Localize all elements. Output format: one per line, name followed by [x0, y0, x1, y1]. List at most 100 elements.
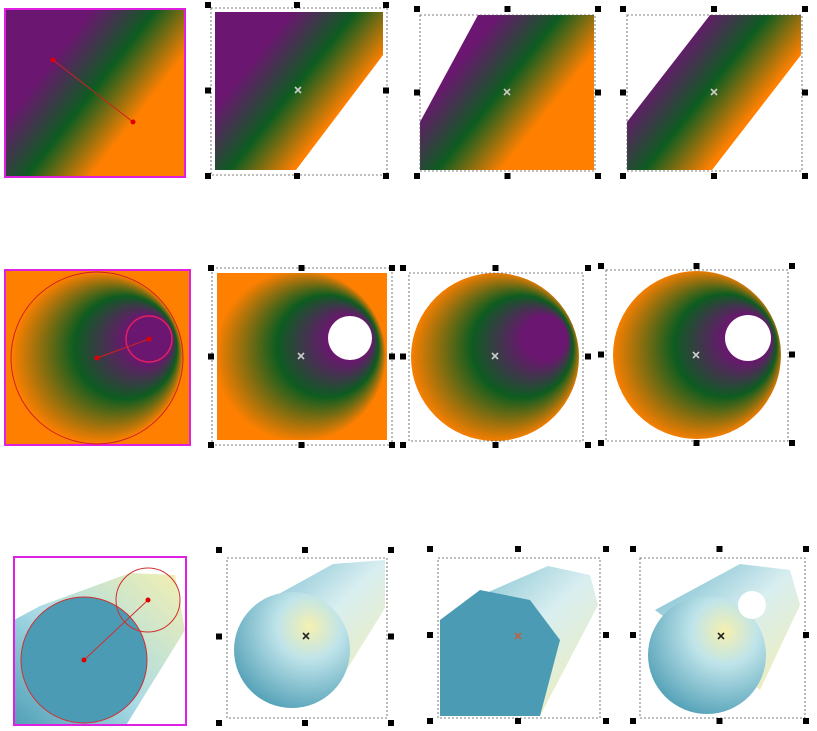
shape [130, 119, 136, 125]
selection-handle [504, 6, 511, 12]
selection-handle [585, 353, 591, 360]
center-marker [491, 352, 499, 360]
selection-handle [620, 173, 626, 179]
selection-handle [298, 442, 305, 448]
selection-handle [595, 173, 601, 179]
selection-handle [383, 2, 389, 8]
selection-handle [504, 173, 511, 179]
selection-handle [716, 718, 723, 724]
selection-handle [630, 718, 636, 724]
center-marker [514, 632, 522, 640]
center-marker [710, 88, 718, 96]
selection-handle [302, 547, 308, 553]
selection-handle [802, 173, 808, 179]
shape [13, 556, 187, 726]
center-marker [302, 632, 310, 640]
selection-handle [515, 546, 521, 552]
selection-handle [693, 440, 700, 446]
shape [328, 316, 372, 360]
selection-handle [389, 353, 395, 360]
shape [437, 557, 601, 719]
shape [4, 8, 186, 178]
selection-handle [492, 265, 499, 271]
selection-handle [789, 263, 795, 269]
shape [83, 599, 149, 661]
selection-handle [603, 718, 609, 724]
selection-handle [208, 265, 214, 271]
selection-handle [585, 265, 591, 271]
selection-handle [598, 440, 604, 446]
selection-handle [400, 353, 406, 360]
selection-handle [389, 442, 395, 448]
selection-handle [802, 89, 808, 96]
selection-handle [711, 173, 717, 179]
selection-handle [208, 353, 214, 360]
selection-handle [427, 546, 433, 552]
selection-handle [389, 265, 395, 271]
selection-handle [383, 173, 389, 179]
selection-handle [803, 546, 809, 552]
selection-handle [216, 720, 222, 726]
shape [648, 596, 766, 714]
shape [226, 557, 388, 719]
selection-handle [414, 6, 420, 12]
selection-handle [414, 89, 420, 96]
selection-handle [294, 173, 300, 179]
selection-handle [585, 442, 591, 448]
selection-handle [598, 263, 604, 269]
selection-handle [603, 546, 609, 552]
shape [234, 592, 350, 708]
selection-handle [515, 718, 521, 724]
selection-handle [414, 173, 420, 179]
center-marker [294, 86, 302, 94]
selection-handle [789, 440, 795, 446]
shape [725, 315, 771, 361]
selection-handle [400, 265, 406, 271]
shape [115, 567, 181, 633]
selection-handle [598, 351, 604, 358]
selection-handle [620, 6, 626, 12]
shape [4, 269, 191, 446]
shape [145, 597, 151, 603]
selection-handle [208, 442, 214, 448]
selection-handle [693, 263, 700, 269]
shape [50, 57, 56, 63]
shape [81, 657, 87, 663]
selection-handle [205, 87, 211, 94]
selection-handle [789, 351, 795, 358]
shape [52, 59, 134, 123]
shape [146, 336, 152, 342]
selection-handle [216, 633, 222, 640]
center-marker [297, 352, 305, 360]
center-marker [503, 88, 511, 96]
selection-handle [400, 442, 406, 448]
shape [10, 271, 184, 445]
center-marker [717, 632, 725, 640]
shape [125, 315, 173, 363]
selection-handle [802, 6, 808, 12]
selection-handle [294, 2, 300, 8]
selection-handle [388, 633, 394, 640]
selection-handle [630, 546, 636, 552]
selection-handle [383, 87, 389, 94]
selection-handle [427, 718, 433, 724]
selection-handle [205, 2, 211, 8]
shape [20, 596, 148, 724]
selection-handle [630, 632, 636, 638]
selection-handle [302, 720, 308, 726]
selection-handle [711, 6, 717, 12]
selection-handle [388, 547, 394, 553]
selection-handle [216, 547, 222, 553]
center-marker [692, 351, 700, 359]
selection-handle [803, 718, 809, 724]
selection-handle [603, 632, 609, 638]
shape [408, 272, 584, 442]
selection-handle [298, 265, 305, 271]
selection-handle [595, 89, 601, 96]
shape [96, 338, 150, 359]
shape [94, 355, 100, 361]
shape [738, 591, 766, 619]
selection-handle [716, 546, 723, 552]
selection-handle [492, 442, 499, 448]
